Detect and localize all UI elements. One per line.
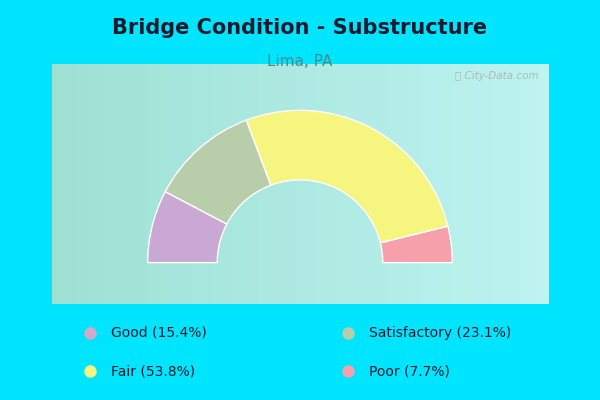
- Text: Satisfactory (23.1%): Satisfactory (23.1%): [369, 326, 511, 340]
- Wedge shape: [246, 110, 448, 243]
- Text: Bridge Condition - Substructure: Bridge Condition - Substructure: [112, 18, 488, 38]
- Text: Good (15.4%): Good (15.4%): [111, 326, 207, 340]
- Text: Fair (53.8%): Fair (53.8%): [111, 364, 195, 378]
- Wedge shape: [165, 120, 271, 224]
- Text: Poor (7.7%): Poor (7.7%): [369, 364, 450, 378]
- Text: Lima, PA: Lima, PA: [268, 54, 332, 70]
- Wedge shape: [380, 226, 452, 263]
- Text: Ⓢ City-Data.com: Ⓢ City-Data.com: [455, 71, 538, 81]
- Wedge shape: [148, 192, 227, 263]
